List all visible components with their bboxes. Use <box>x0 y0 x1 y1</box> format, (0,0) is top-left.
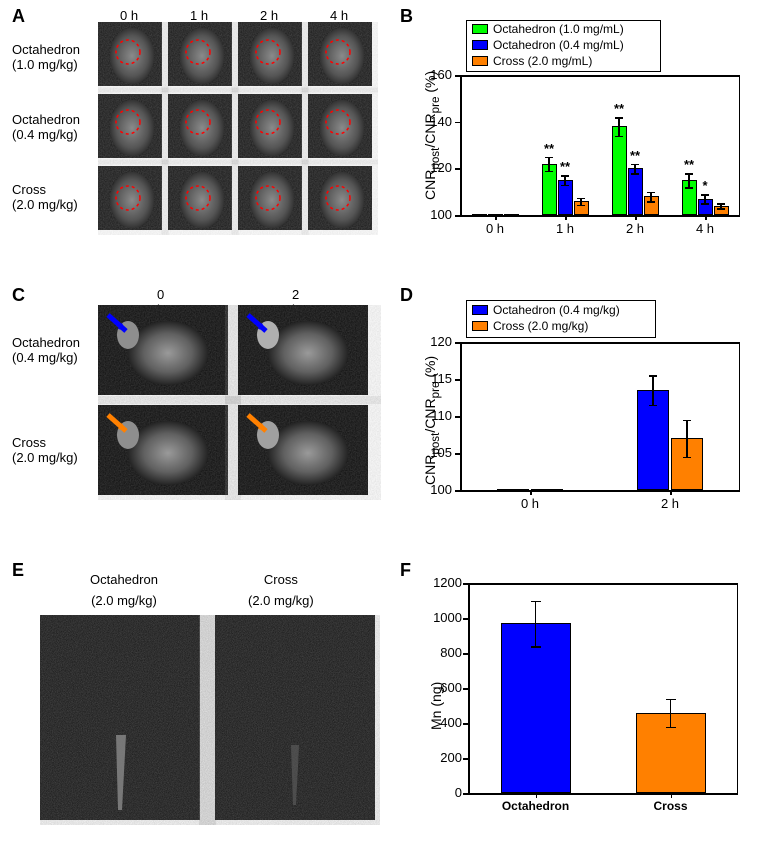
panel-e-label: E <box>12 560 24 581</box>
panel-a-row0-line2: (1.0 mg/kg) <box>12 57 80 72</box>
panel-c-row0-line2: (0.4 mg/kg) <box>12 350 80 365</box>
panel-a-time-0: 0 h <box>120 8 138 23</box>
panel-a-time-3: 4 h <box>330 8 348 23</box>
panel-c-label: C <box>12 285 25 306</box>
panel-b-chart: 1001201401600 h1 h2 h4 h***********Octah… <box>460 20 740 235</box>
figure-root: A 0 h 1 h 2 h 4 h Octahedron (1.0 mg/kg)… <box>0 0 760 843</box>
panel-b-ylabel: CNRpost/CNRpre (%) <box>422 71 442 200</box>
panel-c-row0-line1: Octahedron <box>12 335 80 350</box>
panel-c-row1-line2: (2.0 mg/kg) <box>12 450 78 465</box>
panel-e-col1-label: Cross (2.0 mg/kg) <box>248 572 314 608</box>
panel-f-chart: 020040060080010001200OctahedronCross <box>468 575 738 815</box>
panel-a-row2-line2: (2.0 mg/kg) <box>12 197 78 212</box>
panel-f-label: F <box>400 560 411 581</box>
panel-a-row1-line1: Octahedron <box>12 112 80 127</box>
panel-a-images <box>98 22 378 235</box>
panel-a-time-2: 2 h <box>260 8 278 23</box>
panel-e-images <box>40 615 380 825</box>
panel-c-images <box>98 305 383 500</box>
panel-a-row2-line1: Cross <box>12 182 78 197</box>
panel-c-row1-line1: Cross <box>12 435 78 450</box>
panel-f-ylabel: Mn (ng) <box>428 682 444 730</box>
panel-a-row0-line1: Octahedron <box>12 42 80 57</box>
panel-a-row1-label: Octahedron (0.4 mg/kg) <box>12 112 80 142</box>
panel-a-row1-line2: (0.4 mg/kg) <box>12 127 80 142</box>
panel-e-col0-label: Octahedron (2.0 mg/kg) <box>90 572 158 608</box>
panel-a-time-1: 1 h <box>190 8 208 23</box>
panel-d-ylabel: CNRpost/CNRpre (%) <box>422 356 442 485</box>
panel-d-chart: 1001051101151200 h2 hOctahedron (0.4 mg/… <box>460 300 740 510</box>
panel-c-row0-label: Octahedron (0.4 mg/kg) <box>12 335 80 365</box>
panel-d-label: D <box>400 285 413 306</box>
panel-c-row1-label: Cross (2.0 mg/kg) <box>12 435 78 465</box>
panel-b-label: B <box>400 6 413 27</box>
panel-a-row2-label: Cross (2.0 mg/kg) <box>12 182 78 212</box>
panel-a-row0-label: Octahedron (1.0 mg/kg) <box>12 42 80 72</box>
